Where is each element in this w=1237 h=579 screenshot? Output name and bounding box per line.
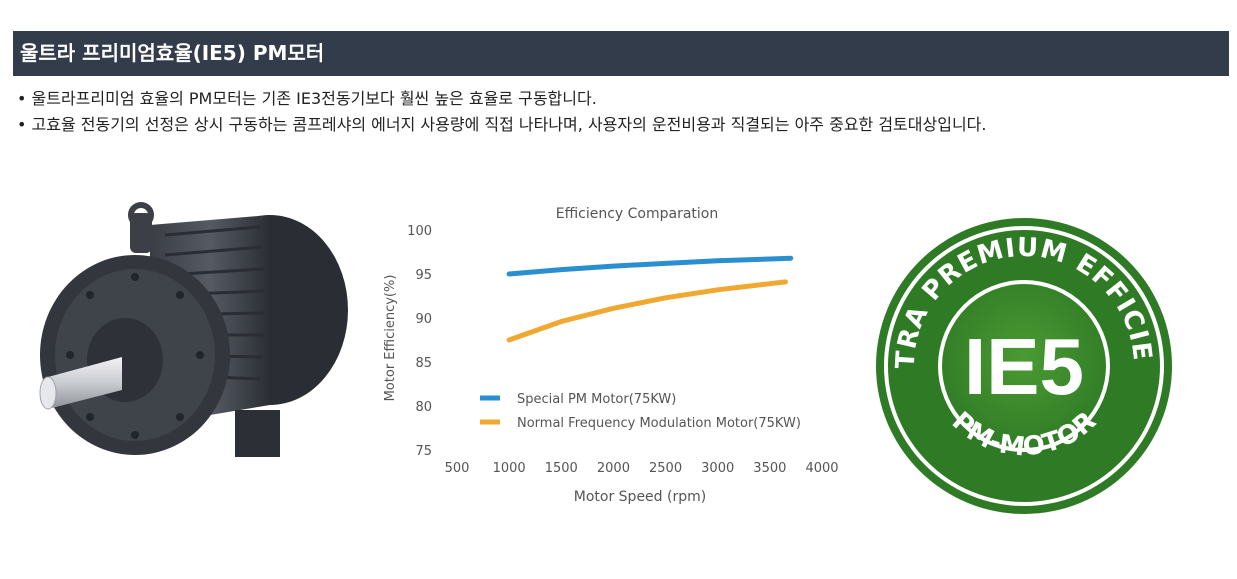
x-tick-label: 500: [445, 461, 470, 476]
efficiency-chart: Efficiency Comparation Motor Efficiency(…: [383, 206, 839, 505]
x-tick-label: 1000: [493, 461, 526, 476]
legend-label: Normal Frequency Modulation Motor(75KW): [517, 416, 801, 431]
y-tick-label: 90: [415, 312, 432, 327]
y-tick-label: 80: [415, 400, 432, 415]
y-tick-label: 85: [415, 356, 432, 371]
y-axis-label: Motor Efficiency(%): [383, 275, 398, 402]
x-tick-label: 2500: [649, 461, 682, 476]
pm-motor-image: [39, 202, 348, 457]
description-item: • 울트라프리미엄 효율의 PM모터는 기존 IE3전동기보다 훨씬 높은 효율…: [17, 89, 597, 108]
x-axis-label: Motor Speed (rpm): [574, 489, 706, 505]
series-line: [506, 279, 788, 343]
x-tick-label: 3500: [753, 461, 786, 476]
y-tick-label: 95: [415, 268, 432, 283]
series-line: [506, 255, 794, 277]
x-tick-label: 1500: [545, 461, 578, 476]
section-title: 울트라 프리미엄효율(IE5) PM모터: [13, 31, 1229, 76]
description-item: • 고효율 전동기의 선정은 상시 구동하는 콤프레샤의 에너지 사용량에 직접…: [17, 115, 987, 134]
y-tick-label: 100: [407, 224, 432, 239]
x-tick-label: 3000: [701, 461, 734, 476]
y-tick-label: 75: [415, 444, 432, 459]
legend-label: Special PM Motor(75KW): [517, 392, 676, 407]
x-tick-label: 4000: [805, 461, 838, 476]
badge-center: [942, 284, 1106, 448]
ie5-badge: ULTRA PREMIUM EFFICIENY PM-MOTOR IE5: [872, 214, 1174, 516]
badge-center-text: IE5: [964, 322, 1084, 411]
x-tick-label: 2000: [597, 461, 630, 476]
chart-title: Efficiency Comparation: [556, 206, 718, 222]
description-list: • 울트라프리미엄 효율의 PM모터는 기존 IE3전동기보다 훨씬 높은 효율…: [17, 86, 1227, 138]
